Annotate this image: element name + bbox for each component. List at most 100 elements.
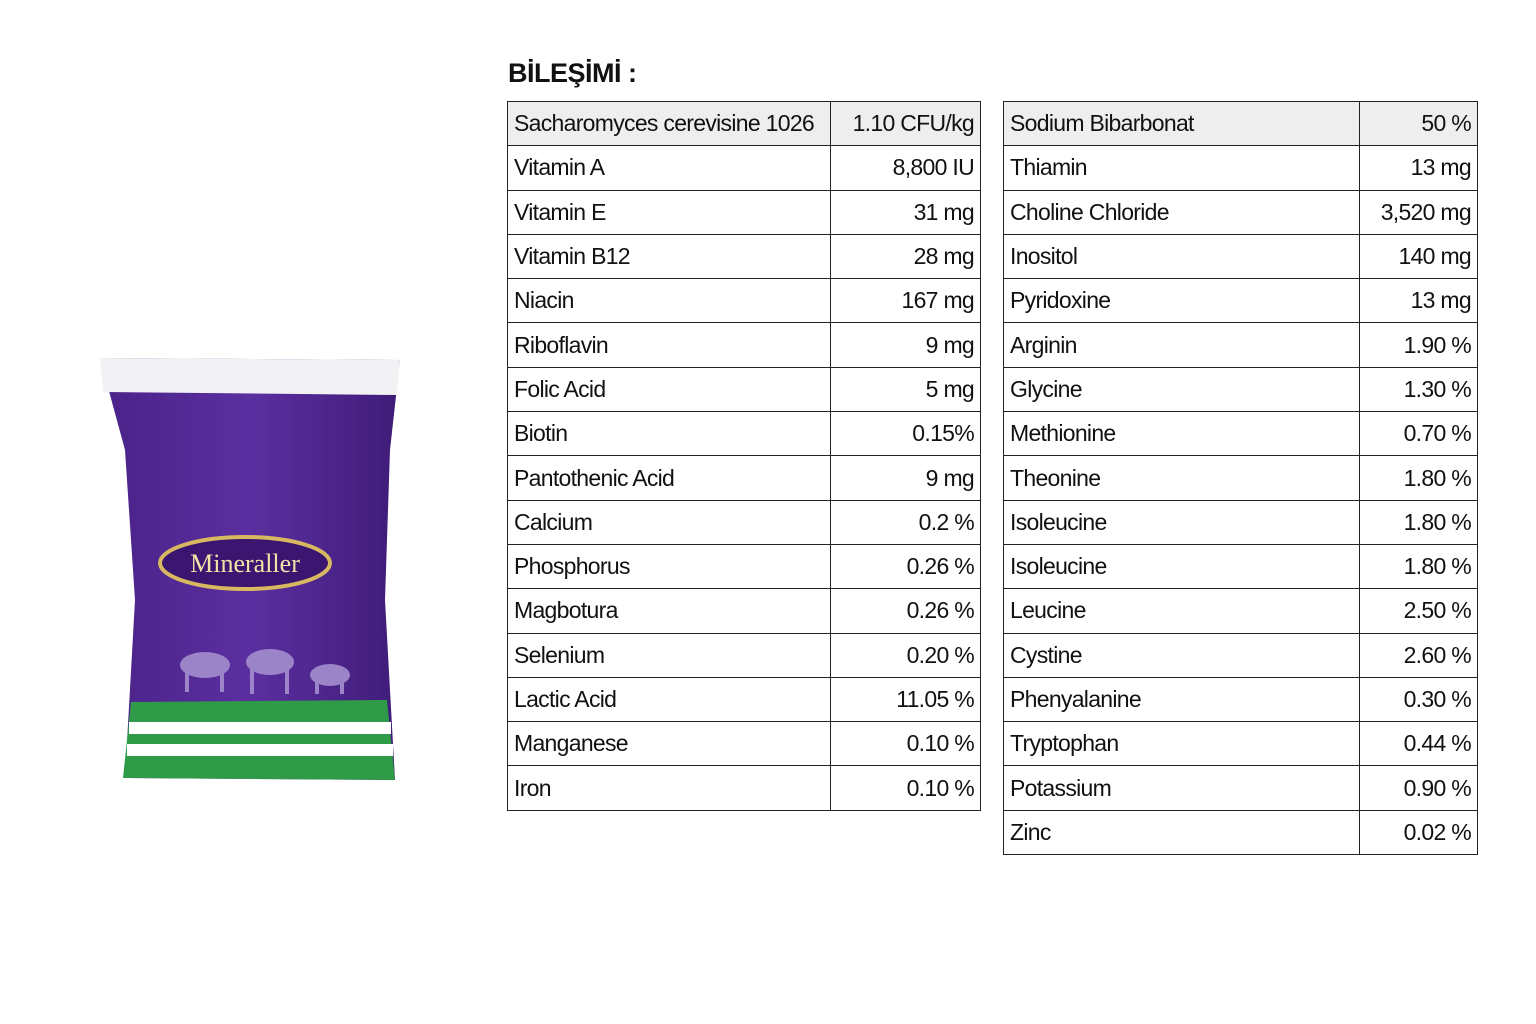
- table-row: Niacin 167 mg: [507, 278, 981, 324]
- ingredient-name: Sacharomyces cerevisine 1026: [507, 100, 831, 147]
- composition-table: Sodium Bibarbonat 50 % Thiamin 13 mg Choline…: [1003, 100, 1478, 856]
- ingredient-name: Magbotura: [507, 588, 831, 634]
- table-row: Vitamin E 31 mg: [507, 189, 981, 235]
- table-row: Inositol 140 mg: [1003, 233, 1478, 280]
- stripe: [129, 722, 391, 734]
- table-row: Methionine 0.70 %: [1003, 411, 1478, 457]
- ingredient-amount: 13 mg: [1359, 145, 1478, 191]
- table-row: Lactic Acid 11.05 %: [507, 676, 981, 723]
- table-row: Cystine 2.60 %: [1003, 632, 1478, 678]
- table-row: Potassium 0.90 %: [1003, 765, 1478, 811]
- ingredient-name: Phosphorus: [507, 543, 831, 590]
- ingredient-name: Riboflavin: [507, 322, 831, 368]
- table-row: Thiamin 13 mg: [1003, 145, 1478, 191]
- ingredient-amount: 2.60 %: [1359, 632, 1478, 678]
- section-title: BİLEŞİMİ :: [508, 58, 637, 88]
- ingredient-name: Arginin: [1003, 322, 1360, 368]
- animal-icons: [180, 649, 350, 694]
- ingredient-amount: 0.10 %: [830, 765, 981, 811]
- table-row: Selenium 0.20 %: [507, 632, 981, 678]
- table-row: Arginin 1.90 %: [1003, 322, 1478, 368]
- ingredient-amount: 0.30 %: [1359, 676, 1478, 723]
- ingredient-amount: 8,800 IU: [830, 145, 981, 191]
- ingredient-name: Calcium: [507, 499, 831, 545]
- ingredient-amount: 0.10 %: [830, 721, 981, 767]
- ingredient-name: Vitamin B12: [507, 233, 831, 280]
- table-row: Sacharomyces cerevisine 1026 1.10 CFU/kg: [507, 100, 981, 147]
- ingredient-amount: 1.80 %: [1359, 543, 1478, 590]
- ingredient-name: Vitamin E: [507, 189, 831, 235]
- ingredient-amount: 140 mg: [1359, 233, 1478, 280]
- ingredient-name: Vitamin A: [507, 145, 831, 191]
- table-row: Glycine 1.30 %: [1003, 366, 1478, 413]
- ingredient-amount: 9 mg: [830, 322, 981, 368]
- table-row: Riboflavin 9 mg: [507, 322, 981, 368]
- ingredient-name: Zinc: [1003, 809, 1360, 856]
- ingredient-name: Manganese: [507, 721, 831, 767]
- ingredient-name: Inositol: [1003, 233, 1360, 280]
- table-row: Vitamin B12 28 mg: [507, 233, 981, 280]
- label-oval: [158, 535, 332, 591]
- ingredient-name: Thiamin: [1003, 145, 1360, 191]
- table-row: Zinc 0.02 %: [1003, 809, 1478, 856]
- ingredient-name: Isoleucine: [1003, 543, 1360, 590]
- ingredient-name: Leucine: [1003, 588, 1360, 634]
- table-row: Calcium 0.2 %: [507, 499, 981, 545]
- ingredient-name: Methionine: [1003, 411, 1360, 457]
- table-row: Pantothenic Acid 9 mg: [507, 455, 981, 501]
- ingredient-name: Cystine: [1003, 632, 1360, 678]
- ingredient-name: Iron: [507, 765, 831, 811]
- ingredient-amount: 1.30 %: [1359, 366, 1478, 413]
- ingredient-name: Lactic Acid: [507, 676, 831, 723]
- ingredient-amount: 5 mg: [830, 366, 981, 413]
- ingredient-amount: 0.02 %: [1359, 809, 1478, 856]
- ingredient-amount: 50 %: [1359, 100, 1478, 147]
- ingredient-name: Potassium: [1003, 765, 1360, 811]
- ingredient-amount: 1.80 %: [1359, 499, 1478, 545]
- bag-top: [100, 358, 400, 395]
- table-row: Theonine 1.80 %: [1003, 455, 1478, 501]
- ingredient-amount: 1.90 %: [1359, 322, 1478, 368]
- table-row: Manganese 0.10 %: [507, 721, 981, 767]
- ingredient-amount: 0.70 %: [1359, 411, 1478, 457]
- ingredient-amount: 0.90 %: [1359, 765, 1478, 811]
- ingredient-name: Isoleucine: [1003, 499, 1360, 545]
- ingredient-amount: 11.05 %: [830, 676, 981, 723]
- composition-table: Sacharomyces cerevisine 1026 1.10 CFU/kg V…: [507, 100, 981, 811]
- ingredient-amount: 2.50 %: [1359, 588, 1478, 634]
- table-row: Isoleucine 1.80 %: [1003, 543, 1478, 590]
- ingredient-amount: 0.44 %: [1359, 721, 1478, 767]
- ingredient-amount: 9 mg: [830, 455, 981, 501]
- table-row: Magbotura 0.26 %: [507, 588, 981, 634]
- ingredient-amount: 3,520 mg: [1359, 189, 1478, 235]
- ingredient-amount: 31 mg: [830, 189, 981, 235]
- table-row: Folic Acid 5 mg: [507, 366, 981, 413]
- ingredient-amount: 0.20 %: [830, 632, 981, 678]
- ingredient-name: Phenyalanine: [1003, 676, 1360, 723]
- table-row: Vitamin A 8,800 IU: [507, 145, 981, 191]
- ingredient-name: Pantothenic Acid: [507, 455, 831, 501]
- product-bag: Mineraller: [100, 358, 400, 780]
- table-row: Pyridoxine 13 mg: [1003, 278, 1478, 324]
- ingredient-name: Tryptophan: [1003, 721, 1360, 767]
- table-row: Tryptophan 0.44 %: [1003, 721, 1478, 767]
- ingredient-amount: 167 mg: [830, 278, 981, 324]
- ingredient-name: Selenium: [507, 632, 831, 678]
- ingredient-name: Biotin: [507, 411, 831, 457]
- table-row: Choline Chloride 3,520 mg: [1003, 189, 1478, 235]
- ingredient-name: Choline Chloride: [1003, 189, 1360, 235]
- table-row: Iron 0.10 %: [507, 765, 981, 811]
- product-label: Mineraller: [190, 549, 300, 578]
- ingredient-amount: 13 mg: [1359, 278, 1478, 324]
- table-row: Isoleucine 1.80 %: [1003, 499, 1478, 545]
- table-row: Phenyalanine 0.30 %: [1003, 676, 1478, 723]
- ingredient-name: Theonine: [1003, 455, 1360, 501]
- ingredient-amount: 1.10 CFU/kg: [830, 100, 981, 147]
- table-row: Leucine 2.50 %: [1003, 588, 1478, 634]
- table-row: Sodium Bibarbonat 50 %: [1003, 100, 1478, 147]
- ingredient-name: Niacin: [507, 278, 831, 324]
- ingredient-name: Sodium Bibarbonat: [1003, 100, 1360, 147]
- ingredient-amount: 0.2 %: [830, 499, 981, 545]
- bag-bottom: [123, 700, 395, 780]
